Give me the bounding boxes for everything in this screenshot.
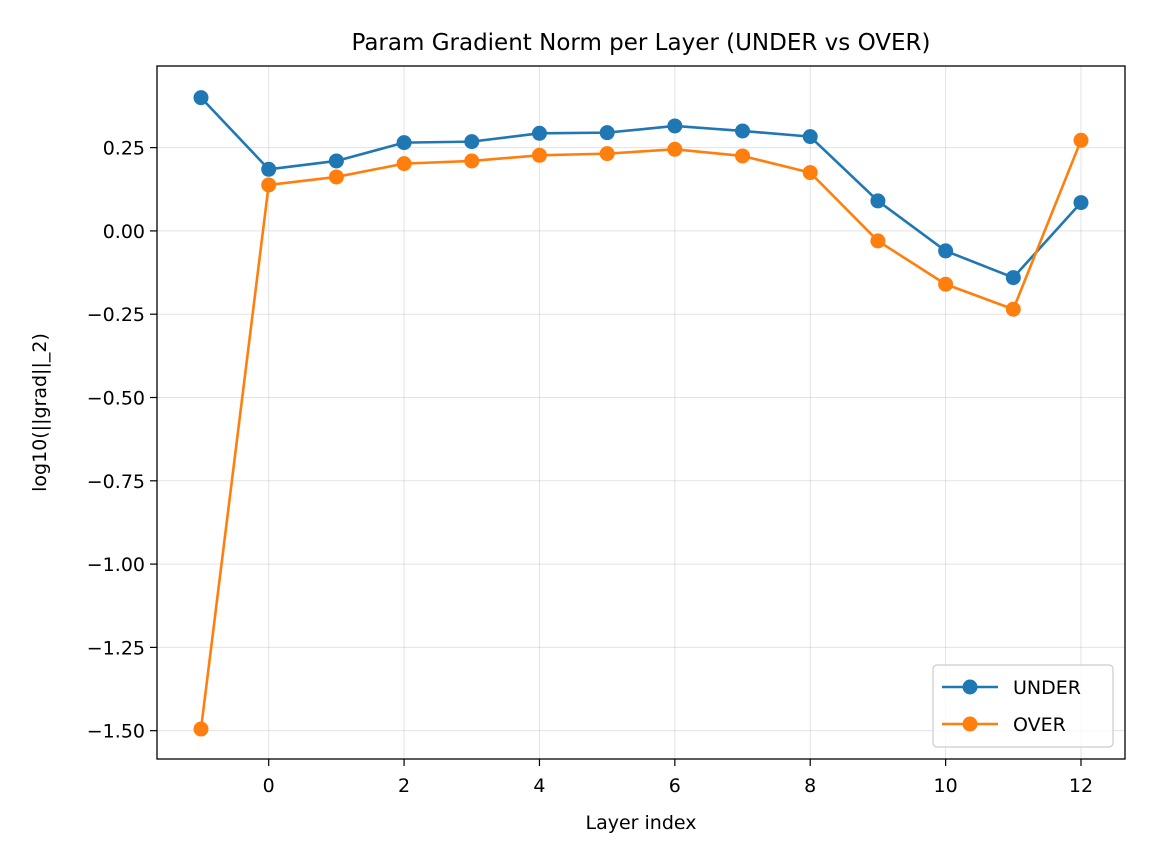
y-tick-label: 0.00 (103, 221, 145, 243)
series-over (193, 132, 1089, 737)
data-point-under (328, 153, 344, 169)
series-line-over (199, 139, 1083, 730)
data-point-under (938, 243, 954, 259)
data-point-under (667, 118, 683, 134)
legend-entry-over: OVER (942, 714, 1066, 736)
y-tick-label: −0.50 (87, 388, 145, 410)
data-point-under (193, 90, 209, 106)
series-line-under (200, 96, 1082, 279)
x-axis-title: Layer index (586, 812, 697, 834)
legend-box (932, 664, 1114, 748)
series-lines (193, 90, 1089, 737)
plot-area-frame (156, 65, 1126, 760)
data-point-under (802, 129, 818, 145)
data-point-under (531, 125, 547, 141)
data-point-under (870, 193, 886, 209)
data-point-over (802, 165, 818, 181)
y-tick-label: 0.25 (103, 138, 145, 160)
data-point-over (464, 153, 480, 169)
data-point-over (870, 233, 886, 249)
legend-label: OVER (1013, 714, 1066, 736)
data-point-over (261, 177, 277, 193)
x-tick-label: 10 (934, 775, 958, 797)
legend-entry-under: UNDER (942, 677, 1081, 699)
data-point-under (464, 134, 480, 150)
data-point-under (599, 125, 615, 141)
x-tick-label: 4 (533, 775, 545, 797)
legend-swatch-marker (962, 679, 978, 695)
data-point-over (1005, 301, 1021, 317)
data-point-over (193, 721, 209, 737)
data-point-over (396, 156, 412, 172)
legend-entries: UNDER OVER (942, 677, 1081, 736)
data-point-under (396, 135, 412, 151)
data-point-under (735, 123, 751, 139)
y-tick-label: −1.50 (87, 721, 145, 743)
data-point-over (667, 141, 683, 157)
legend-label: UNDER (1013, 677, 1081, 699)
grid (157, 66, 1125, 759)
y-tick-label: −0.25 (87, 304, 145, 326)
x-tick-label: 8 (804, 775, 816, 797)
legend-swatch-marker (962, 716, 978, 732)
x-tick-label: 0 (263, 775, 275, 797)
legend: UNDER OVER (932, 664, 1114, 748)
data-point-over (328, 169, 344, 185)
y-tick-label: −1.00 (87, 554, 145, 576)
chart-title: Param Gradient Norm per Layer (UNDER vs … (352, 30, 931, 56)
data-point-under (1005, 270, 1021, 286)
ticks: 0 2 4 6 8 10 12 0.25 0.00 −0.25 −0.50 −0.75 −1.00 −1.… (87, 138, 1093, 797)
data-point-over (938, 276, 954, 292)
x-tick-label: 2 (398, 775, 410, 797)
x-tick-label: 6 (669, 775, 681, 797)
y-axis-title: log10(||grad||_2) (29, 333, 51, 492)
y-tick-label: −1.25 (87, 637, 145, 659)
data-point-over (735, 148, 751, 164)
data-point-over (599, 146, 615, 162)
x-tick-label: 12 (1069, 775, 1093, 797)
series-under (193, 90, 1089, 286)
y-tick-label: −0.75 (87, 471, 145, 493)
data-point-over (1073, 132, 1089, 148)
data-point-under (261, 161, 277, 177)
data-point-over (531, 147, 547, 163)
data-point-under (1073, 195, 1089, 211)
